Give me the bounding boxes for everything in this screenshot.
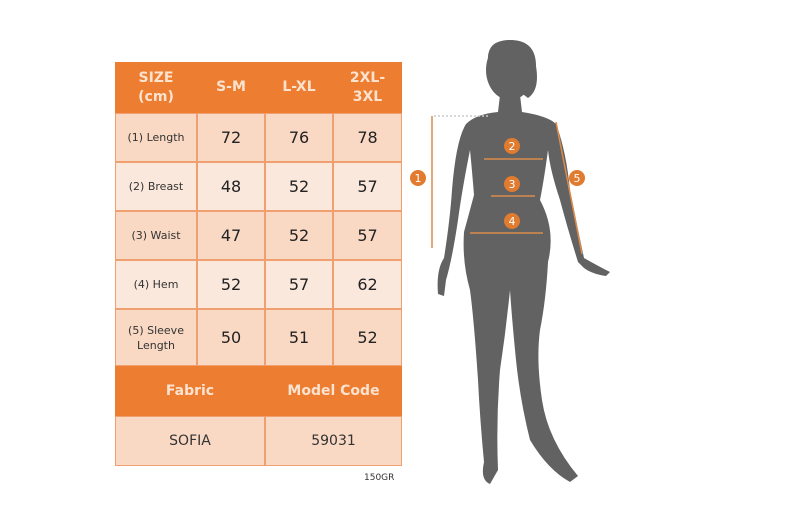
marker-circle [504, 176, 520, 192]
row-label: (3) Waist [115, 211, 197, 260]
model-code-value: 59031 [265, 416, 402, 466]
table-cell: 52 [333, 309, 402, 366]
column-header: SIZE (cm) [138, 69, 174, 105]
table-cell: 48 [197, 162, 265, 211]
table-cell: 52 [265, 211, 333, 260]
table-cell: 78 [333, 113, 402, 162]
table-cell: 50 [197, 309, 265, 366]
marker-circle [504, 213, 520, 229]
marker-label: 3 [509, 178, 516, 191]
marker-label: 5 [574, 172, 581, 185]
column-header: 2XL- 3XL [349, 69, 386, 105]
column-header: S-M [216, 79, 246, 95]
silhouette [437, 40, 610, 484]
row-label: (5) Sleeve Length [115, 309, 197, 366]
marker-circle [504, 138, 520, 154]
marker-label: 4 [509, 215, 516, 228]
measurement-lines [431, 115, 583, 255]
marker-circle [569, 170, 585, 186]
marker-circle [410, 170, 426, 186]
table-cell: 57 [265, 260, 333, 309]
marker-label: 1 [415, 172, 422, 185]
table-cell: 52 [197, 260, 265, 309]
table-cell: 62 [333, 260, 402, 309]
row-label: (4) Hem [115, 260, 197, 309]
table-cell: 76 [265, 113, 333, 162]
table-cell: 72 [197, 113, 265, 162]
marker-label: 2 [509, 140, 516, 153]
weight-note: 150GR [364, 473, 395, 483]
size-chart-table: SIZE (cm) S-M L-XL 2XL- 3XL (1) Length 72 76 78… [115, 62, 402, 466]
row-label: (2) Breast [115, 162, 197, 211]
fabric-value: SOFIA [115, 416, 265, 466]
model-code-header: Model Code [287, 382, 380, 399]
table-cell: 57 [333, 211, 402, 260]
table-cell: 47 [197, 211, 265, 260]
row-label: (1) Length [115, 113, 197, 162]
table-cell: 57 [333, 162, 402, 211]
table-cell: 51 [265, 309, 333, 366]
column-header: L-XL [282, 79, 316, 95]
fabric-header: Fabric [165, 382, 215, 399]
table-cell: 52 [265, 162, 333, 211]
